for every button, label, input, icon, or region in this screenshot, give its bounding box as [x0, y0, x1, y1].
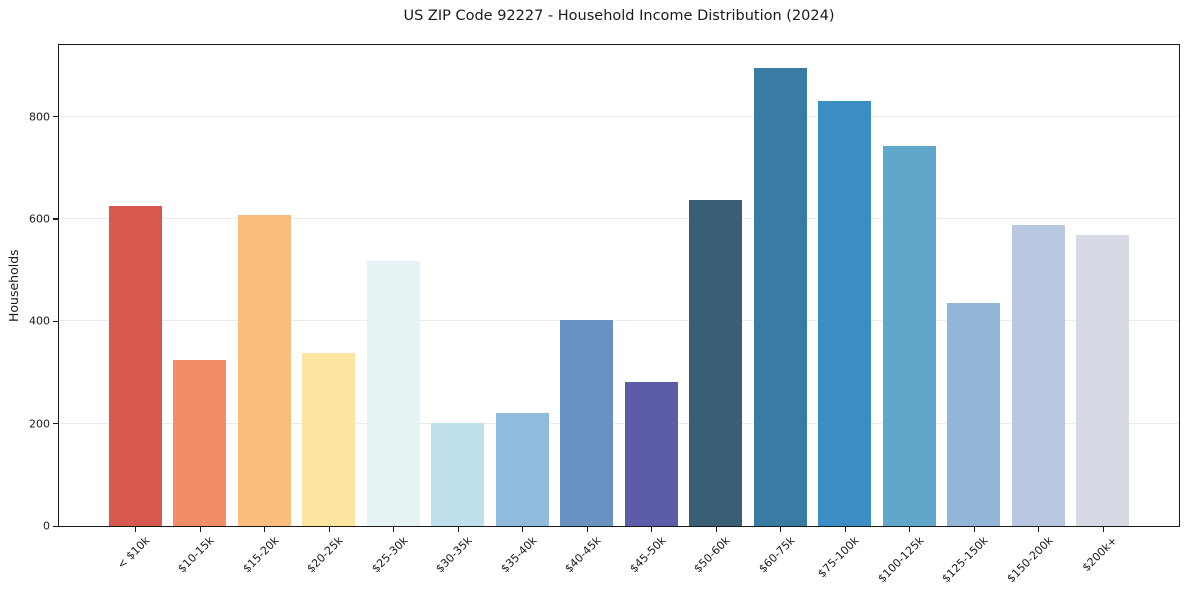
- bar-slot: $50-60k: [684, 45, 749, 575]
- bar-< $10k: [108, 205, 162, 526]
- bar-$45-50k: [624, 381, 678, 526]
- x-tick-label: $200k+: [1079, 534, 1120, 575]
- bar-$100-125k: [882, 145, 936, 526]
- bar-$150-200k: [1011, 225, 1065, 526]
- bar-slot: $40-45k: [555, 45, 620, 575]
- x-tick-label: $150-200k: [1004, 534, 1056, 586]
- bar-$125-150k: [947, 303, 1001, 526]
- chart-title: US ZIP Code 92227 - Household Income Dis…: [403, 8, 835, 24]
- x-tick-mark: [1038, 527, 1040, 532]
- x-tick-mark: [1102, 527, 1104, 532]
- bar-$20-25k: [302, 352, 356, 526]
- y-tick-mark: [53, 320, 58, 323]
- x-tick-label: $75-100k: [815, 534, 862, 581]
- x-tick-label: $40-45k: [562, 534, 604, 576]
- bar-slot: $125-150k: [940, 45, 1007, 585]
- x-tick-mark: [651, 527, 653, 532]
- x-tick-mark: [586, 527, 588, 532]
- bar-slot: $25-30k: [361, 45, 426, 575]
- x-tick-mark: [715, 527, 717, 532]
- bar-slot: $30-35k: [426, 45, 491, 575]
- gridline: [59, 320, 1179, 322]
- y-tick-label: 200: [29, 417, 50, 431]
- y-tick-label: 600: [29, 212, 50, 226]
- bar-$15-20k: [237, 214, 291, 526]
- bar-$35-40k: [495, 413, 549, 526]
- x-tick-mark: [199, 527, 201, 532]
- x-tick-mark: [844, 527, 846, 532]
- bar-$200k+: [1076, 234, 1130, 526]
- x-tick-mark: [780, 527, 782, 532]
- x-tick-label: $100-125k: [875, 534, 927, 586]
- y-tick-label: 0: [43, 519, 50, 533]
- bar-slot: $20-25k: [297, 45, 362, 575]
- x-tick-mark: [909, 527, 911, 532]
- bar-$75-100k: [818, 101, 872, 526]
- x-tick-mark: [973, 527, 975, 532]
- x-tick-label: $60-75k: [756, 534, 798, 576]
- x-tick-mark: [393, 527, 395, 532]
- bar-slot: $15-20k: [232, 45, 297, 575]
- x-tick-mark: [264, 527, 266, 532]
- plot-area: 0 200 400 600 800 < $10k $10-15k $15-20k $20-25…: [29, 44, 1180, 585]
- bar-$25-30k: [366, 260, 420, 526]
- bars-container: < $10k $10-15k $15-20k $20-25k $25-30k $30-35…: [59, 45, 1179, 585]
- y-axis-label: Households: [6, 249, 21, 322]
- x-tick-label: $15-20k: [240, 534, 282, 576]
- x-tick-label: $25-30k: [369, 534, 411, 576]
- bar-slot: $200k+: [1071, 45, 1136, 574]
- x-tick-label: < $10k: [114, 534, 153, 572]
- x-tick-mark: [135, 527, 137, 532]
- bar-slot: $150-200k: [1004, 45, 1071, 585]
- x-tick-label: $50-60k: [691, 534, 733, 576]
- x-tick-label: $125-150k: [939, 534, 991, 586]
- gridline: [59, 217, 1179, 219]
- bar-slot: $35-40k: [490, 45, 555, 575]
- y-tick-label: 800: [29, 110, 50, 124]
- y-tick-mark: [53, 116, 58, 118]
- bar-slot: $60-75k: [748, 45, 813, 575]
- gridline: [59, 422, 1179, 424]
- bar-slot: $75-100k: [813, 45, 878, 580]
- x-tick-mark: [328, 527, 330, 532]
- bar-$40-45k: [560, 320, 614, 526]
- x-tick-mark: [457, 527, 459, 532]
- x-tick-label: $10-15k: [175, 534, 217, 576]
- bar-$30-35k: [431, 423, 485, 526]
- x-tick-label: $30-35k: [433, 534, 475, 576]
- bar-slot: $100-125k: [875, 45, 942, 585]
- x-tick-mark: [522, 527, 524, 532]
- gridline: [59, 115, 1179, 117]
- bar-$50-60k: [689, 199, 743, 526]
- bar-$10-15k: [173, 359, 227, 526]
- x-tick-label: $35-40k: [498, 534, 540, 576]
- bar-slot: < $10k: [103, 45, 168, 572]
- bar-$60-75k: [753, 68, 807, 526]
- bar-slot: $10-15k: [168, 45, 233, 575]
- y-tick-mark: [53, 218, 58, 220]
- x-tick-label: $45-50k: [627, 534, 669, 576]
- y-tick-label: 400: [29, 314, 50, 328]
- y-tick-mark: [53, 525, 58, 527]
- x-tick-label: $20-25k: [304, 534, 346, 576]
- bar-slot: $45-50k: [619, 45, 684, 575]
- y-tick-mark: [53, 423, 58, 425]
